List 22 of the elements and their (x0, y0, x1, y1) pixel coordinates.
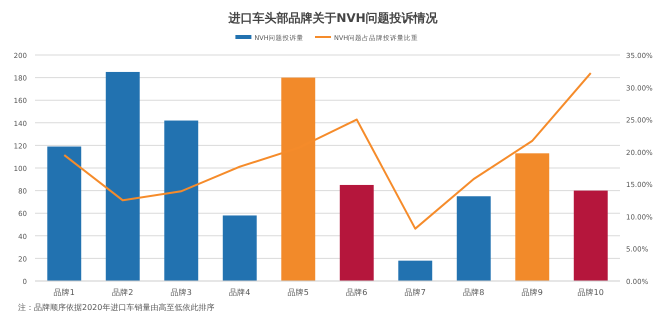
x-tick-label: 品牌9 (522, 288, 543, 297)
x-tick-label: 品牌4 (229, 288, 250, 297)
x-tick-label: 品牌7 (404, 288, 426, 297)
bar (106, 72, 140, 281)
bar (340, 184, 374, 281)
bar (222, 215, 257, 281)
x-tick-label: 品牌3 (170, 288, 192, 297)
x-tick-label: 品牌5 (288, 288, 309, 297)
x-tick-label: 品牌1 (54, 288, 75, 297)
annotation: 注：品牌顺序依据2020年进口车销量由高至低依此排序 (18, 303, 214, 312)
bar (164, 120, 198, 281)
bar (47, 146, 82, 281)
bar (515, 153, 550, 281)
bar (456, 196, 491, 281)
x-tick-label: 品牌6 (346, 288, 368, 297)
bar (398, 260, 432, 281)
title: 进口车头部品牌关于NVH问题投诉情况 (228, 11, 438, 25)
x-tick-label: 品牌10 (578, 288, 604, 297)
bar (281, 78, 316, 281)
x-tick-label: 品牌8 (463, 288, 484, 297)
x-tick-label: 品牌2 (112, 288, 134, 297)
bar (574, 190, 608, 281)
